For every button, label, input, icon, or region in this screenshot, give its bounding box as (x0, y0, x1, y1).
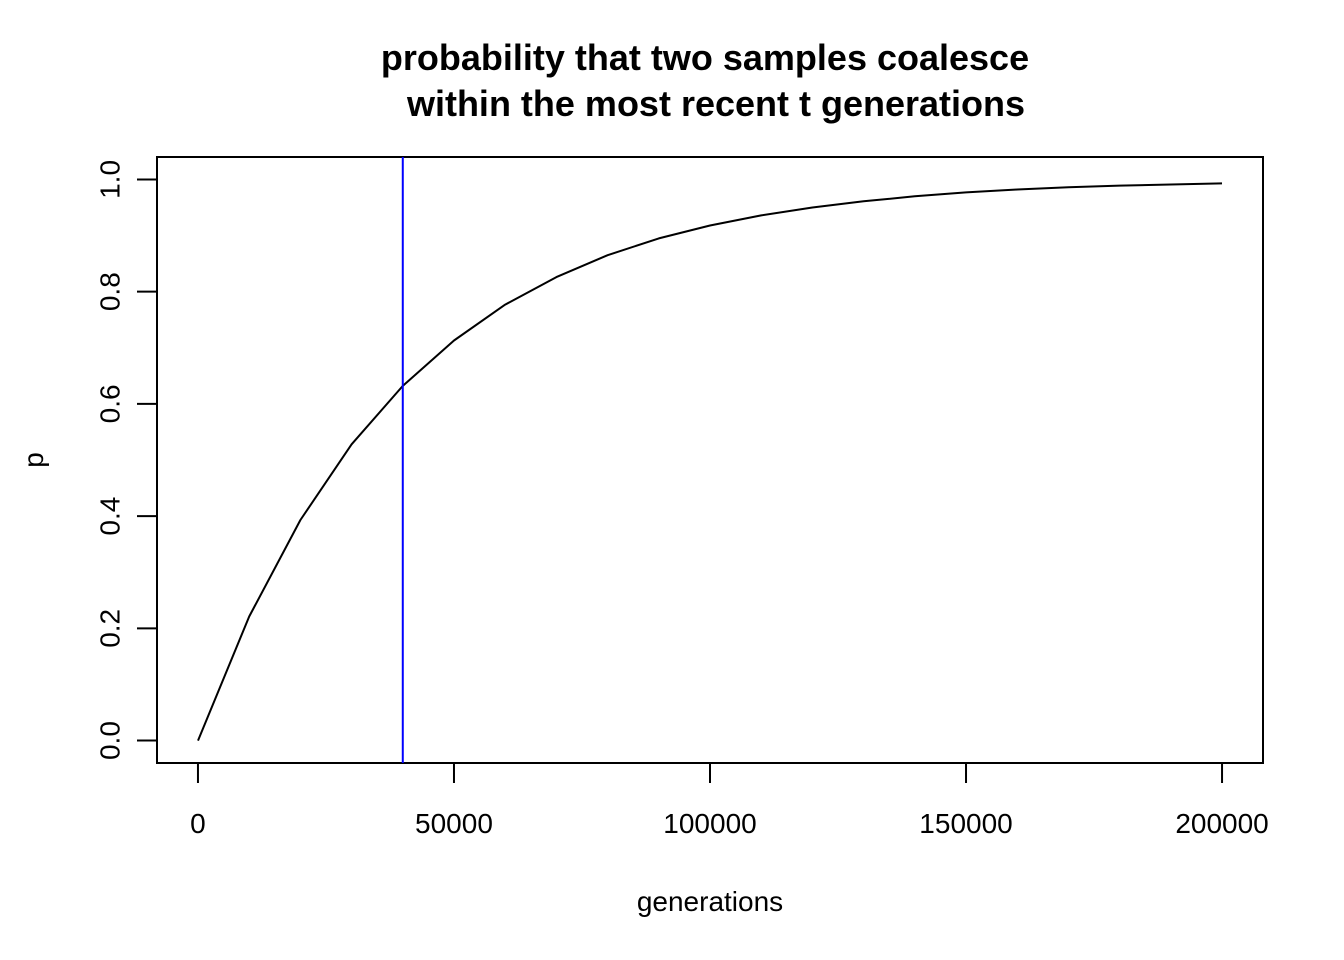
y-tick-label: 0.2 (95, 609, 126, 648)
x-tick-label: 50000 (415, 808, 493, 839)
y-tick-label: 1.0 (95, 160, 126, 199)
series-layer (197, 157, 1223, 763)
series-line (197, 182, 1223, 741)
x-tick-label: 150000 (919, 808, 1012, 839)
y-tick-label: 0.8 (95, 272, 126, 311)
x-axis-label: generations (637, 886, 783, 917)
x-tick-label: 100000 (663, 808, 756, 839)
y-tick-label: 0.4 (95, 497, 126, 536)
x-tick-label: 200000 (1175, 808, 1268, 839)
y-axis-label: p (18, 452, 49, 468)
chart-title-line-1: probability that two samples coalesce (381, 37, 1029, 78)
y-tick-label: 0.6 (95, 384, 126, 423)
y-tick-label: 0.0 (95, 721, 126, 760)
x-tick-label: 0 (190, 808, 206, 839)
chart-title-line-2: within the most recent t generations (406, 83, 1025, 124)
x-axis: 0 50000 100000 150000 200000 (190, 762, 1269, 839)
plot-frame (156, 156, 1264, 764)
y-axis: 0.0 0.2 0.4 0.6 0.8 1.0 (95, 160, 158, 760)
